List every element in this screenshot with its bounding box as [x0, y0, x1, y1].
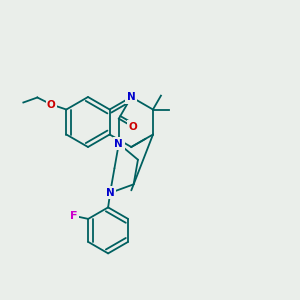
Text: N: N	[114, 139, 123, 149]
Text: F: F	[70, 211, 78, 221]
Text: O: O	[128, 122, 137, 132]
Text: O: O	[47, 100, 56, 110]
Text: N: N	[127, 92, 136, 102]
Text: N: N	[106, 188, 115, 198]
